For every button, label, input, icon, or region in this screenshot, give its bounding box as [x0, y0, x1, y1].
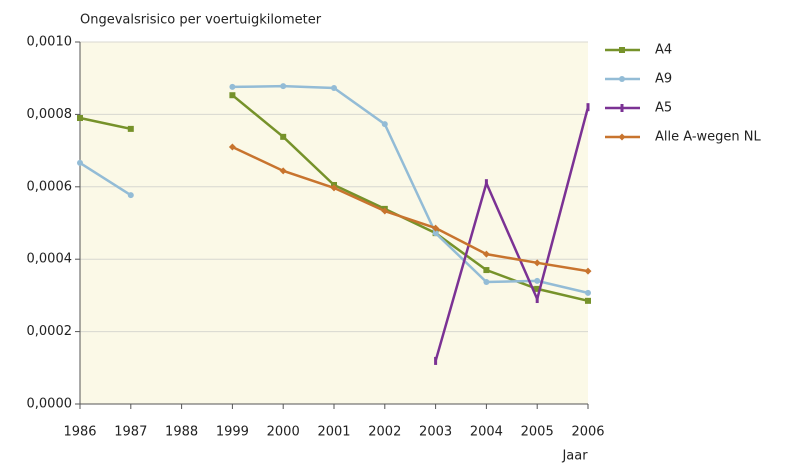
y-tick-label: 0,0010 [27, 35, 73, 50]
chart-title: Ongevalsrisico per voertuigkilometer [80, 13, 322, 28]
data-point [77, 115, 83, 122]
y-tick-label: 0,0004 [27, 252, 73, 267]
legend-label: A4 [655, 43, 672, 58]
y-tick-label: 0,0000 [27, 397, 73, 412]
x-axis-label: Jaar [561, 449, 588, 464]
data-point [228, 143, 236, 151]
x-tick-label: 2004 [470, 425, 503, 440]
data-point [279, 167, 287, 175]
data-point [585, 297, 591, 304]
data-point [482, 250, 490, 258]
x-tick-label: 2003 [419, 425, 452, 440]
data-point [331, 84, 337, 91]
data-point [229, 83, 236, 90]
data-point [280, 133, 287, 140]
legend-marker [619, 76, 625, 82]
data-point [584, 267, 592, 275]
legend-marker [618, 133, 626, 141]
series-line [231, 145, 589, 273]
data-point [127, 125, 134, 132]
data-point [586, 103, 590, 112]
data-point [77, 159, 83, 166]
plot-background [80, 42, 588, 404]
legend-marker [619, 47, 625, 53]
x-tick-label: 1988 [165, 425, 198, 440]
legend-label: A9 [655, 72, 672, 87]
series-line [79, 94, 589, 303]
y-tick-label: 0,0008 [27, 107, 73, 122]
data-point [534, 285, 541, 292]
data-point [229, 92, 236, 99]
data-point [534, 277, 541, 284]
data-point [330, 184, 338, 192]
x-tick-label: 2006 [571, 425, 604, 440]
data-point [432, 230, 439, 237]
data-point [127, 192, 134, 199]
data-point [381, 207, 389, 215]
data-point [483, 267, 490, 274]
data-point [483, 279, 490, 286]
data-point [535, 295, 539, 304]
data-point [585, 289, 591, 296]
legend-label: A5 [655, 101, 672, 116]
data-point [381, 121, 388, 128]
x-tick-label: 1986 [63, 425, 96, 440]
data-point [434, 356, 438, 365]
y-tick-label: 0,0002 [27, 324, 73, 339]
x-tick-label: 1999 [216, 425, 249, 440]
data-point [533, 259, 541, 267]
x-tick-label: 2002 [368, 425, 401, 440]
data-point [280, 83, 287, 90]
x-tick-label: 2000 [267, 425, 300, 440]
y-tick-label: 0,0006 [27, 179, 73, 194]
legend-marker [620, 104, 624, 112]
x-tick-label: 2005 [521, 425, 554, 440]
x-tick-label: 2001 [317, 425, 350, 440]
legend-label: Alle A-wegen NL [655, 130, 762, 145]
data-point [484, 179, 488, 188]
data-point [432, 224, 440, 232]
series-line [434, 106, 590, 362]
x-tick-label: 1987 [114, 425, 147, 440]
